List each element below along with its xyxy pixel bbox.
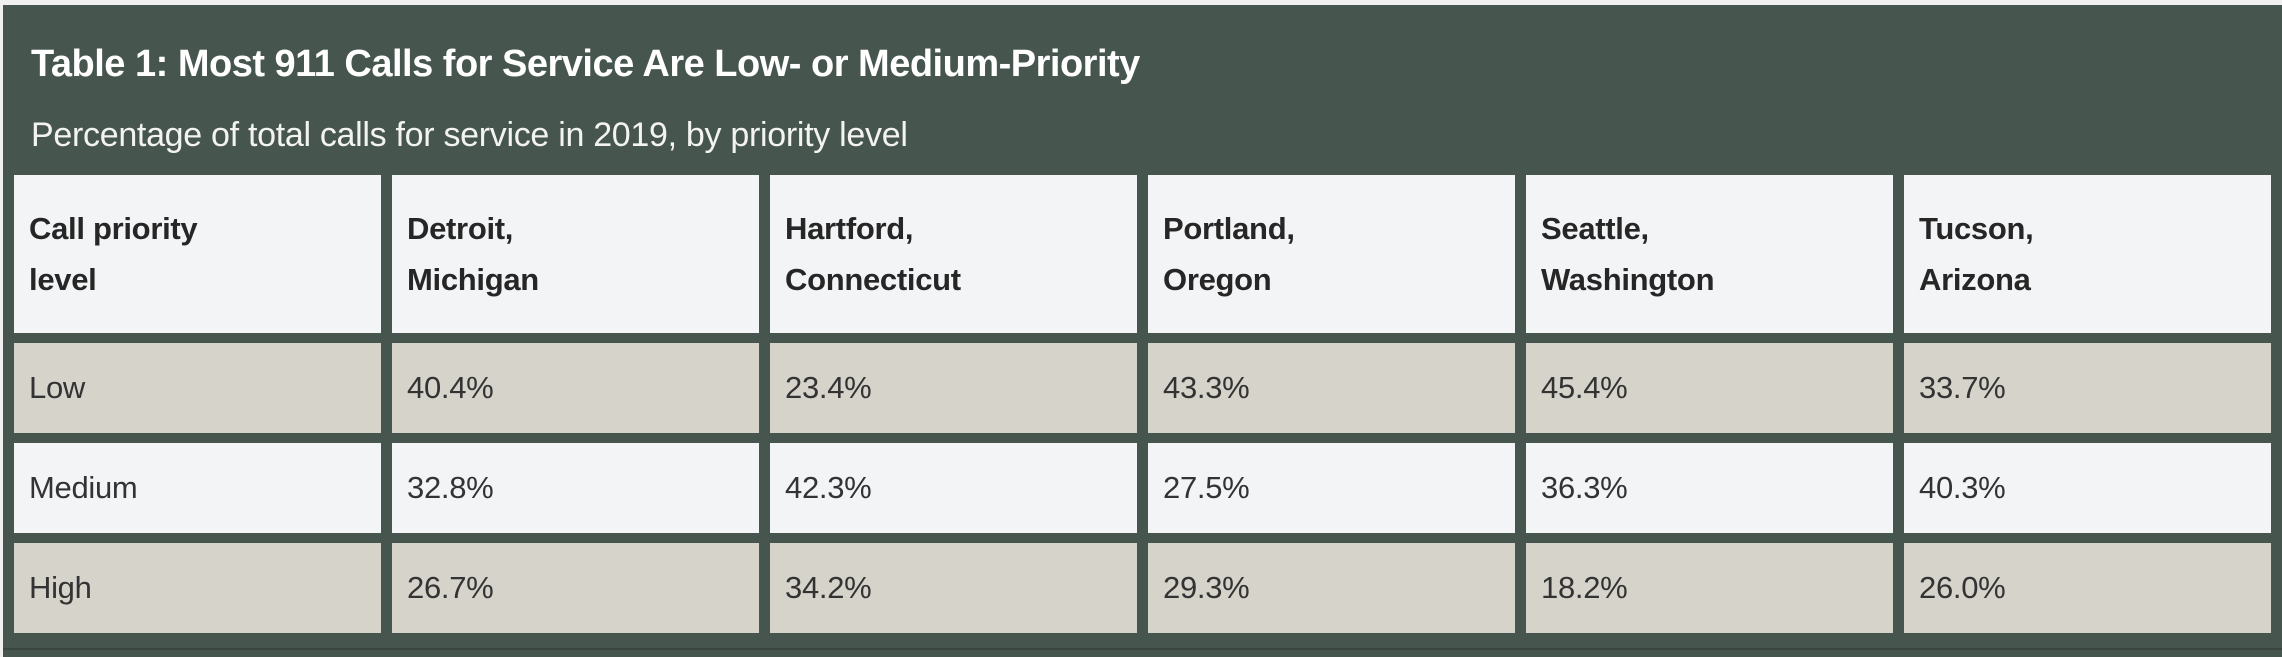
table-subtitle: Percentage of total calls for service in…	[31, 116, 908, 154]
column-header-seattle-washington: Seattle, Washington	[1526, 175, 1893, 333]
table-row-low: Low 40.4% 23.4% 43.3% 45.4% 33.7%	[14, 343, 2271, 433]
cell-high-detroit: 26.7%	[392, 543, 759, 633]
column-header-hartford-connecticut: Hartford, Connecticut	[770, 175, 1137, 333]
header-line: Michigan	[407, 262, 539, 297]
header-line: Washington	[1541, 262, 1715, 297]
header-line: Arizona	[1919, 262, 2031, 297]
cell-low-hartford: 23.4%	[770, 343, 1137, 433]
header-line: Portland,	[1163, 211, 1295, 246]
header-line: Detroit,	[407, 211, 514, 246]
table-row-medium: Medium 32.8% 42.3% 27.5% 36.3% 40.3%	[14, 443, 2271, 533]
table-row-high: High 26.7% 34.2% 29.3% 18.2% 26.0%	[14, 543, 2271, 633]
cell-low-tucson: 33.7%	[1904, 343, 2271, 433]
header-line: level	[29, 262, 97, 297]
table-title: Table 1: Most 911 Calls for Service Are …	[31, 43, 1140, 85]
header-line: Seattle,	[1541, 211, 1649, 246]
row-label-medium: Medium	[14, 443, 381, 533]
column-header-portland-oregon: Portland, Oregon	[1148, 175, 1515, 333]
cell-medium-tucson: 40.3%	[1904, 443, 2271, 533]
cell-high-hartford: 34.2%	[770, 543, 1137, 633]
cell-medium-detroit: 32.8%	[392, 443, 759, 533]
priority-table: Call priority level Detroit, Michigan Ha…	[3, 165, 2282, 643]
cell-high-tucson: 26.0%	[1904, 543, 2271, 633]
cell-low-detroit: 40.4%	[392, 343, 759, 433]
table-card: Table 1: Most 911 Calls for Service Are …	[3, 5, 2282, 657]
cell-medium-seattle: 36.3%	[1526, 443, 1893, 533]
column-header-tucson-arizona: Tucson, Arizona	[1904, 175, 2271, 333]
cell-low-portland: 43.3%	[1148, 343, 1515, 433]
header-line: Connecticut	[785, 262, 961, 297]
cell-medium-portland: 27.5%	[1148, 443, 1515, 533]
row-label-high: High	[14, 543, 381, 633]
header-line: Oregon	[1163, 262, 1272, 297]
cell-high-seattle: 18.2%	[1526, 543, 1893, 633]
cell-low-seattle: 45.4%	[1526, 343, 1893, 433]
header-line: Tucson,	[1919, 211, 2034, 246]
row-label-low: Low	[14, 343, 381, 433]
column-header-detroit-michigan: Detroit, Michigan	[392, 175, 759, 333]
column-header-call-priority-level: Call priority level	[14, 175, 381, 333]
header-row: Call priority level Detroit, Michigan Ha…	[14, 175, 2271, 333]
header-line: Call priority	[29, 211, 198, 246]
header-line: Hartford,	[785, 211, 914, 246]
cell-high-portland: 29.3%	[1148, 543, 1515, 633]
cell-medium-hartford: 42.3%	[770, 443, 1137, 533]
